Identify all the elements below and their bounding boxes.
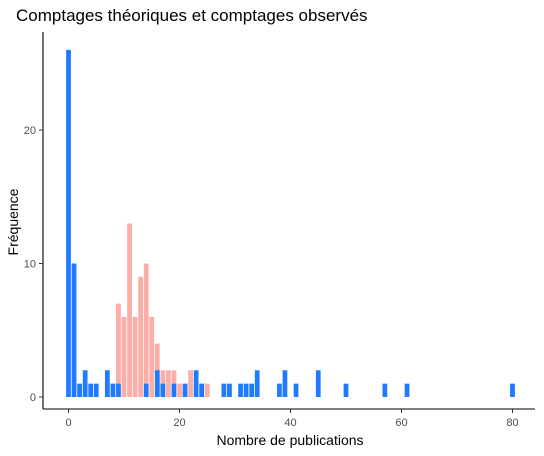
bar-series-1-x-15: [149, 316, 155, 397]
bar-series-2-x-28: [221, 383, 227, 397]
bar-series-2-x-80: [510, 383, 515, 397]
bar-series-2-x-0: [66, 49, 71, 398]
bar-series-1-x-14: [143, 263, 149, 397]
bar-series-1-x-12: [132, 316, 138, 397]
bar-series-2-x-39: [282, 370, 288, 397]
bar-series-1-x-10: [121, 316, 127, 397]
bar-series-2-x-7: [104, 370, 110, 397]
bars-layer: [66, 49, 515, 398]
bar-series-2-x-34: [254, 370, 260, 397]
y-tick-label-0: 0: [30, 392, 36, 404]
y-tick-label-20: 20: [24, 125, 36, 137]
bar-series-2-x-4: [88, 383, 94, 397]
x-tick-label-80: 80: [506, 417, 518, 429]
bar-series-1-x-13: [138, 276, 144, 397]
bar-series-1-x-11: [127, 223, 132, 397]
bar-series-1-x-18: [166, 370, 171, 397]
bar-series-2-x-19: [171, 383, 177, 397]
x-tick-label-20: 20: [173, 417, 185, 429]
x-tick-label-40: 40: [284, 417, 296, 429]
bar-series-1-x-25: [204, 383, 210, 397]
bar-series-1-x-22: [188, 370, 193, 397]
x-tick-label-60: 60: [395, 417, 407, 429]
bar-series-2-x-50: [343, 383, 349, 397]
x-tick-label-0: 0: [65, 417, 71, 429]
bar-series-2-x-9: [116, 383, 121, 397]
bar-series-2-x-21: [182, 383, 188, 397]
bar-series-2-x-31: [238, 383, 243, 397]
bar-series-2-x-41: [293, 383, 299, 397]
bar-series-2-x-61: [404, 383, 410, 397]
bar-series-2-x-29: [227, 383, 232, 397]
bar-series-2-x-57: [382, 383, 388, 397]
bar-series-2-x-16: [154, 370, 160, 397]
bar-series-2-x-33: [249, 383, 255, 397]
bar-series-1-x-20: [177, 383, 182, 397]
y-ticks: 0 10 20: [24, 125, 43, 404]
bar-series-2-x-24: [199, 383, 205, 397]
bar-series-2-x-32: [243, 383, 249, 397]
bar-series-2-x-5: [93, 383, 99, 397]
bar-series-2-x-45: [315, 370, 321, 397]
bar-series-2-x-2: [77, 383, 82, 397]
y-axis-title: Fréquence: [5, 188, 21, 255]
y-tick-label-10: 10: [24, 259, 36, 271]
bar-series-2-x-38: [277, 383, 282, 397]
bar-series-1-x-9: [116, 303, 121, 397]
bar-series-2-x-23: [193, 370, 199, 397]
bar-series-2-x-3: [82, 370, 88, 397]
chart-title: Comptages théoriques et comptages observ…: [16, 6, 368, 25]
x-ticks: 0 20 40 60 80: [65, 409, 519, 429]
bar-series-2-x-17: [160, 383, 166, 397]
bar-series-2-x-14: [143, 383, 149, 397]
x-axis-title: Nombre de publications: [216, 432, 363, 448]
bar-series-2-x-8: [110, 383, 116, 397]
bar-series-2-x-1: [71, 263, 77, 397]
